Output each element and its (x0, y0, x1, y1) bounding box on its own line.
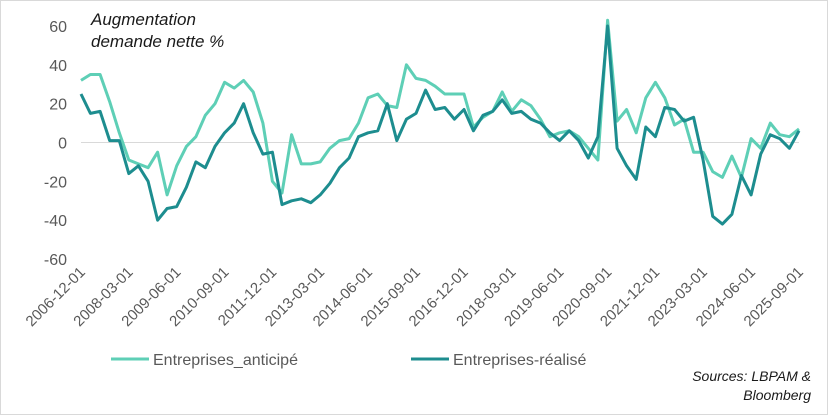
y-tick-label: 0 (58, 136, 67, 153)
legend-label-anticipe: Entreprises_anticipé (153, 352, 298, 369)
legend: Entreprises_anticipé Entreprises-réalisé (111, 352, 586, 369)
legend-label-realise: Entreprises-réalisé (453, 352, 586, 369)
series-line-0 (80, 18, 800, 197)
chart-title-line-2: demande nette % (91, 32, 224, 51)
x-axis-ticks: 2006-12-012008-03-012009-06-012010-09-01… (23, 264, 807, 330)
chart-title-line-1: Augmentation (90, 10, 196, 29)
y-tick-label: 60 (49, 19, 67, 36)
source-line-1: Sources: LBPAM & (692, 368, 811, 384)
series-line-1 (79, 24, 801, 226)
y-tick-label: -40 (44, 213, 67, 230)
y-tick-label: -20 (44, 174, 67, 191)
y-tick-label: 40 (49, 58, 67, 75)
y-axis-ticks: -60 -40 -20 0 20 40 60 (44, 19, 67, 269)
source-line-2: Bloomberg (743, 387, 811, 403)
series-layer (79, 18, 801, 226)
y-tick-label: 20 (49, 97, 67, 114)
y-tick-label: -60 (44, 252, 67, 269)
